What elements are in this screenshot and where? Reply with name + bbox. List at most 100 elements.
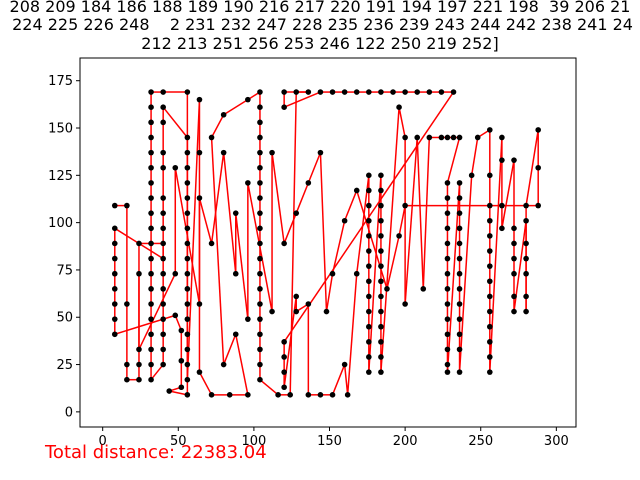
city-point [378, 217, 384, 224]
city-point [444, 316, 451, 322]
city-point [456, 270, 463, 277]
city-point [456, 134, 463, 141]
city-point [257, 286, 263, 292]
city-point [366, 217, 372, 224]
tour-segment [295, 182, 310, 214]
city-point [257, 255, 263, 262]
tour-segment [198, 197, 213, 244]
city-point [366, 248, 372, 254]
tour-segment [114, 314, 176, 335]
city-point [257, 180, 263, 186]
city-point [341, 217, 348, 224]
tour-segment [259, 379, 279, 396]
city-point [136, 240, 142, 247]
city-point [366, 187, 372, 194]
city-point [456, 346, 463, 353]
city-point [257, 301, 263, 307]
city-point [366, 233, 372, 239]
city-point [136, 270, 142, 277]
city-point [444, 210, 451, 216]
city-point [184, 301, 191, 307]
city-point [523, 217, 529, 224]
city-point [444, 195, 451, 201]
city-point [281, 354, 287, 360]
y-tick-label: 75 [56, 263, 73, 278]
tour-segment [404, 137, 418, 305]
city-point [281, 240, 287, 247]
city-point [184, 210, 191, 216]
tour-segment [307, 152, 322, 184]
city-point [136, 361, 142, 368]
tour-segment [470, 137, 479, 176]
y-tick-label: 150 [48, 122, 73, 137]
city-point [269, 149, 275, 156]
city-point [535, 127, 541, 133]
city-point [196, 301, 203, 307]
city-point [160, 331, 166, 338]
city-point [196, 96, 203, 103]
city-point [220, 111, 227, 118]
city-point [160, 240, 166, 247]
city-point [220, 149, 227, 156]
city-point [275, 392, 281, 398]
x-tick-label: 200 [393, 434, 418, 449]
city-point [257, 149, 263, 156]
city-point [402, 89, 408, 95]
city-point [196, 369, 203, 375]
city-point [366, 369, 372, 375]
city-point [378, 187, 384, 194]
city-point [487, 202, 493, 209]
tour-segment [222, 152, 237, 274]
city-point [148, 361, 154, 368]
city-point [245, 96, 251, 103]
city-point [341, 89, 348, 95]
city-point [257, 134, 263, 141]
city-point [184, 240, 191, 247]
city-point [148, 210, 154, 216]
city-point [208, 392, 215, 398]
city-point [160, 225, 166, 232]
tour-segment [150, 364, 164, 381]
city-point [160, 301, 166, 307]
city-point [317, 149, 324, 156]
city-point [456, 331, 463, 338]
city-point [366, 323, 372, 330]
city-point [245, 392, 251, 398]
x-tick-label: 50 [170, 434, 187, 449]
city-point [329, 89, 336, 95]
city-point [111, 301, 118, 307]
axis-ticks: 0 50 100 150 200 250 300 0 25 50 75 100 125 150 175 [48, 74, 569, 449]
city-point [317, 392, 324, 398]
city-point [366, 89, 372, 95]
city-points [111, 89, 541, 398]
city-point [257, 225, 263, 232]
city-point [148, 255, 154, 262]
city-point [456, 210, 463, 216]
city-point [487, 127, 493, 133]
city-point [499, 202, 505, 209]
city-point [456, 316, 463, 322]
city-point [257, 270, 263, 277]
tour-segment [368, 175, 382, 373]
tour-segment [210, 114, 225, 138]
city-point [148, 164, 154, 171]
city-point [196, 149, 203, 156]
city-point [178, 384, 185, 391]
city-point [148, 225, 154, 232]
city-point [396, 233, 402, 239]
tour-segment [343, 364, 349, 395]
x-tick-label: 250 [468, 434, 493, 449]
title-line-1: 208 209 184 186 188 189 190 216 217 220 … [9, 0, 631, 16]
city-point [366, 354, 372, 360]
tour-segment [247, 182, 273, 312]
city-point [317, 89, 324, 95]
city-point [366, 293, 372, 300]
city-point [366, 263, 372, 269]
city-point [378, 293, 384, 300]
tour-segment [356, 190, 388, 290]
city-point [257, 104, 263, 110]
city-point [444, 361, 451, 368]
city-point [245, 180, 251, 186]
city-point [178, 327, 185, 334]
